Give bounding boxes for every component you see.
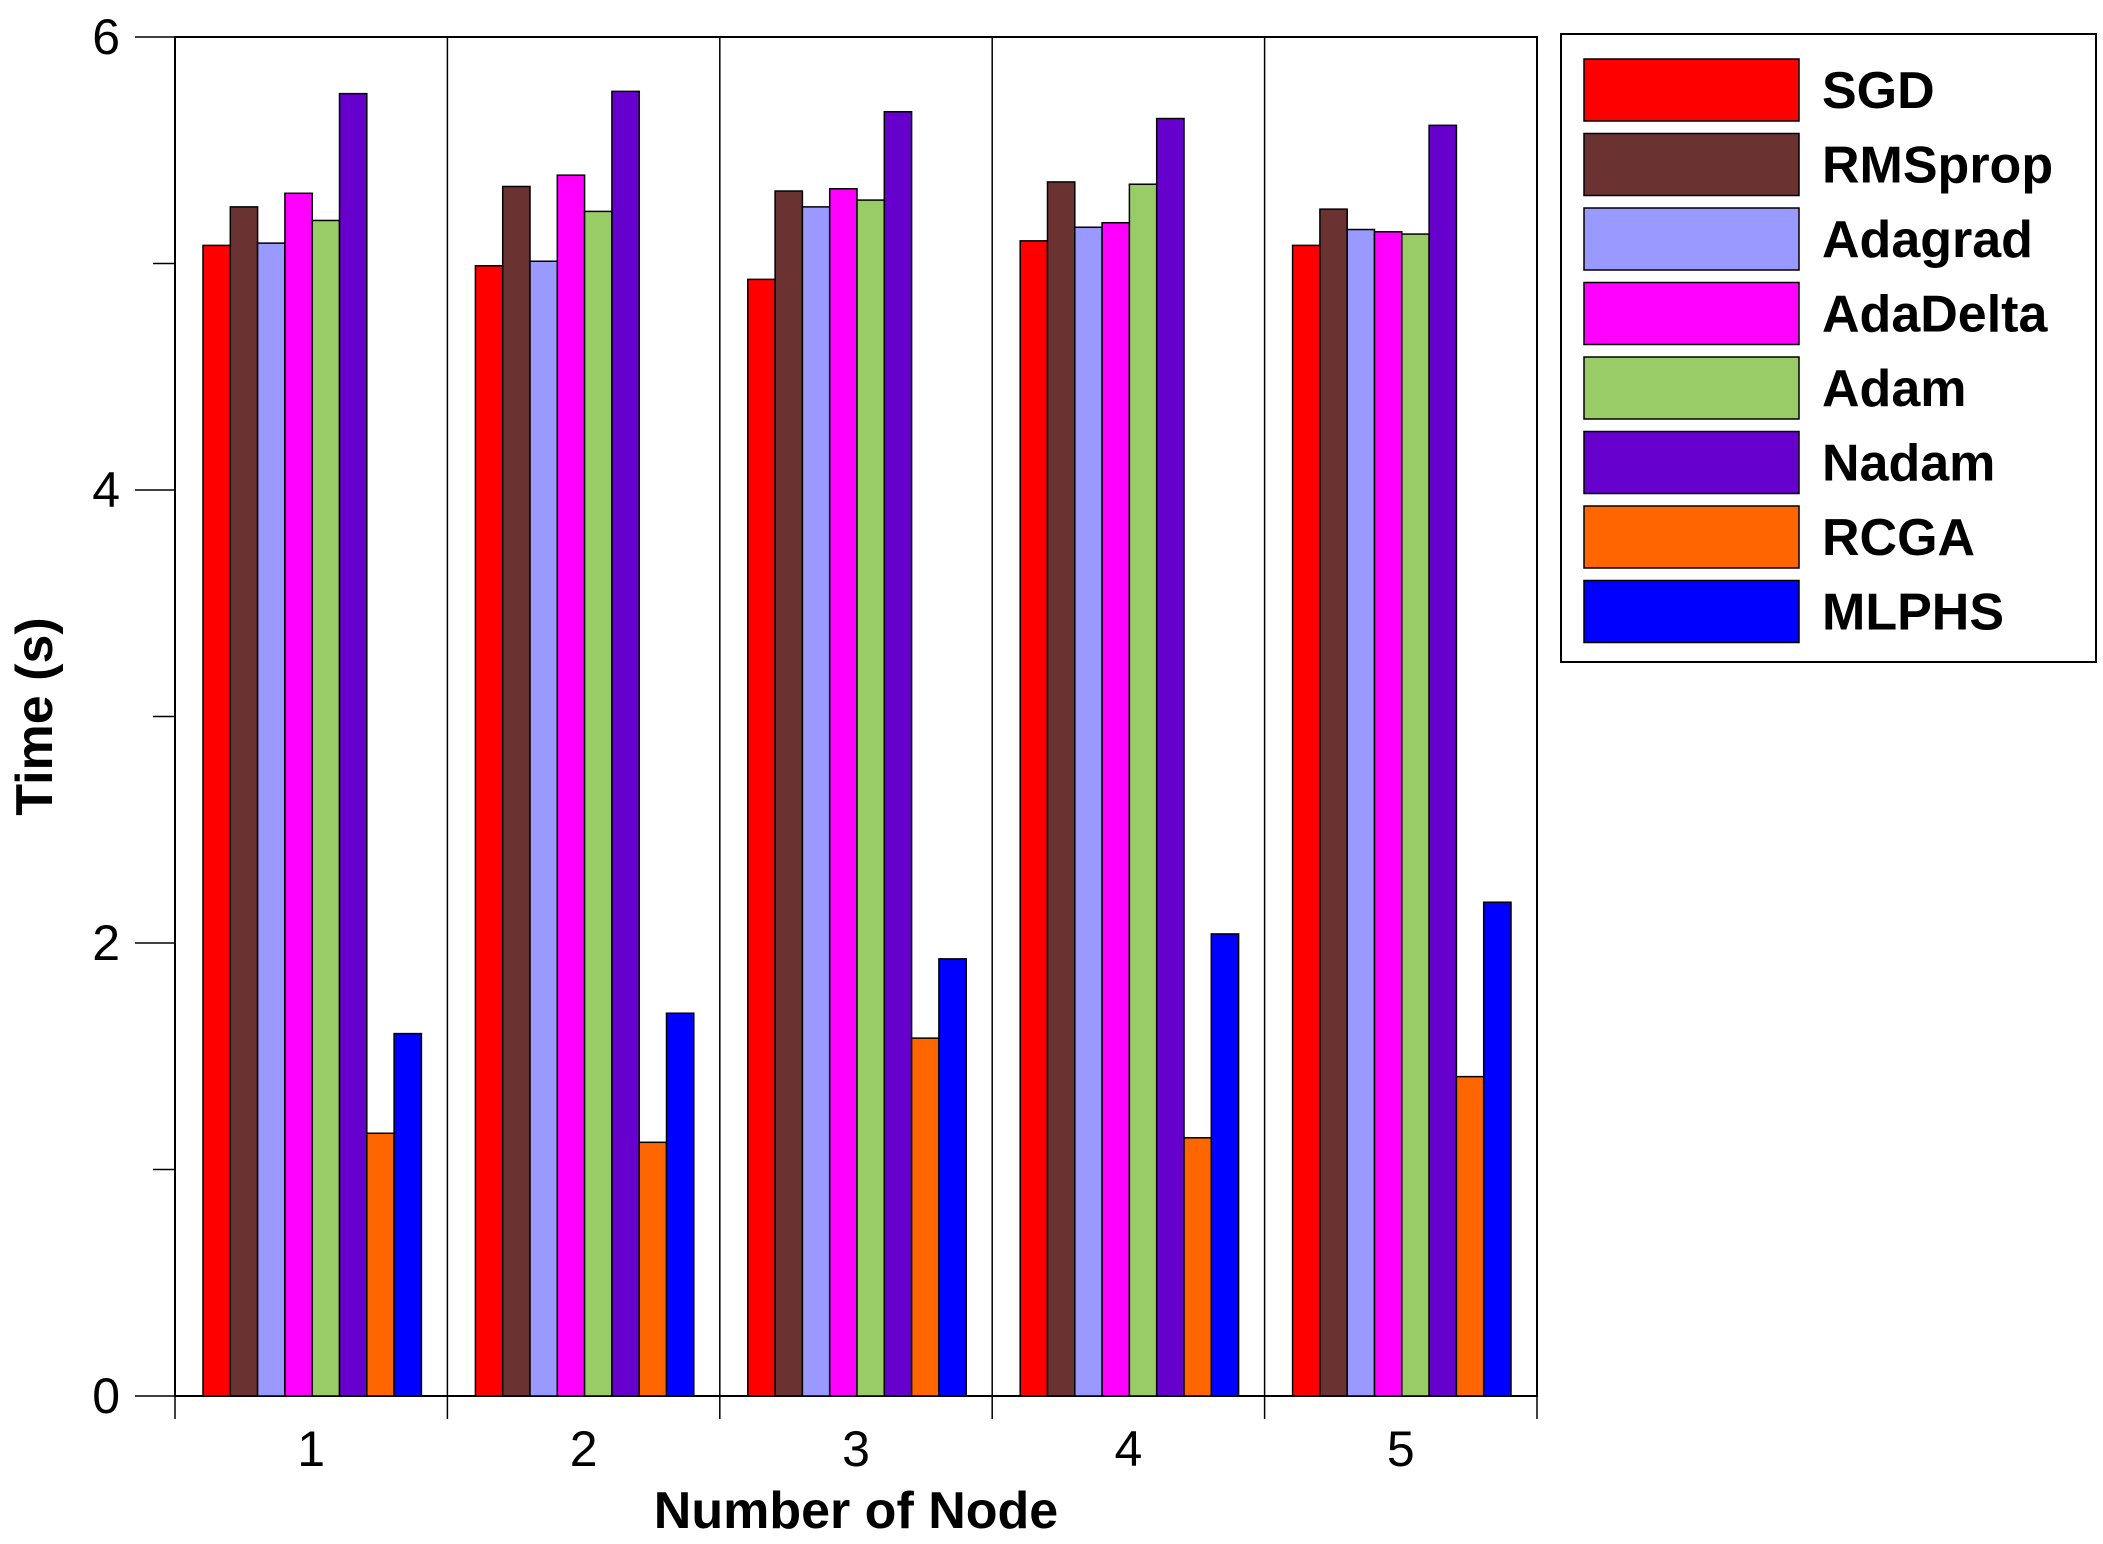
bars — [202, 90, 1512, 1397]
bar-rmsprop-1 — [229, 206, 259, 1397]
legend-label-rcga: RCGA — [1822, 509, 1975, 567]
bar-adam-1 — [311, 219, 341, 1397]
legend-label-rmsprop: RMSprop — [1822, 137, 2053, 195]
bar-rcga-1 — [366, 1132, 395, 1397]
legend-label-adagrad: Adagrad — [1822, 211, 2033, 269]
legend-swatch-nadam — [1583, 430, 1800, 495]
x-tick-label: 5 — [1387, 1421, 1415, 1477]
bar-adagrad-5 — [1346, 228, 1376, 1397]
bar-nadam-2 — [611, 90, 640, 1397]
legend-label-adadelta: AdaDelta — [1822, 286, 2048, 344]
bar-mlphs-5 — [1482, 901, 1512, 1397]
bar-adagrad-4 — [1074, 226, 1103, 1397]
bar-adadelta-3 — [828, 188, 858, 1397]
legend: SGD RMSprop Adagrad AdaDelta Adam Nadam RCGA ML… — [1560, 33, 2097, 663]
bar-adadelta-2 — [556, 174, 586, 1397]
legend-label-sgd: SGD — [1822, 62, 1935, 120]
x-tick-label: 1 — [297, 1421, 325, 1477]
legend-label-adam: Adam — [1822, 360, 1966, 418]
bar-mlphs-4 — [1210, 933, 1240, 1397]
bar-rmsprop-3 — [774, 190, 804, 1397]
y-axis-title: Time (s) — [6, 617, 64, 815]
y-tick-label: 6 — [92, 9, 120, 65]
bar-adadelta-5 — [1373, 231, 1403, 1397]
legend-label-mlphs: MLPHS — [1822, 584, 2004, 642]
bar-nadam-4 — [1155, 117, 1185, 1397]
legend-label-nadam: Nadam — [1822, 435, 1995, 493]
y-tick-label: 2 — [92, 915, 120, 971]
bar-nadam-1 — [338, 92, 368, 1397]
bar-sgd-3 — [747, 278, 776, 1397]
bar-adam-4 — [1128, 183, 1158, 1397]
x-tick-label: 2 — [570, 1421, 598, 1477]
bar-nadam-5 — [1428, 124, 1458, 1397]
x-tick-label: 4 — [1114, 1421, 1142, 1477]
bar-adagrad-3 — [801, 206, 831, 1397]
bar-rmsprop-5 — [1319, 208, 1348, 1397]
bar-mlphs-2 — [665, 1012, 695, 1397]
bar-rcga-2 — [638, 1141, 668, 1397]
y-tick-label: 4 — [92, 462, 120, 518]
bar-sgd-2 — [474, 265, 504, 1397]
bar-sgd-5 — [1291, 244, 1321, 1397]
legend-swatch-rcga — [1583, 505, 1800, 569]
bar-rcga-4 — [1183, 1137, 1213, 1397]
bar-rmsprop-2 — [501, 185, 531, 1397]
bar-adam-2 — [583, 210, 613, 1397]
legend-swatch-adagrad — [1583, 207, 1800, 271]
x-tick-label: 3 — [842, 1421, 870, 1477]
bar-adagrad-1 — [256, 242, 286, 1397]
bar-rcga-3 — [910, 1037, 940, 1397]
bar-sgd-4 — [1019, 240, 1049, 1397]
bar-adam-3 — [856, 199, 886, 1397]
y-tick-label: 0 — [92, 1368, 120, 1424]
axes: 0 2 4 6 1 2 3 4 5 — [92, 9, 1538, 1477]
bar-adam-5 — [1401, 233, 1430, 1397]
bar-mlphs-3 — [938, 958, 967, 1397]
bar-nadam-3 — [883, 110, 913, 1397]
bar-adagrad-2 — [529, 260, 559, 1397]
bar-rmsprop-4 — [1046, 181, 1076, 1397]
legend-swatch-mlphs — [1583, 579, 1800, 644]
bar-rcga-5 — [1455, 1075, 1485, 1397]
legend-swatch-adadelta — [1583, 281, 1800, 346]
bar-adadelta-4 — [1101, 221, 1131, 1397]
legend-swatch-rmsprop — [1583, 132, 1800, 197]
bar-mlphs-1 — [393, 1032, 423, 1397]
legend-swatch-adam — [1583, 356, 1800, 420]
x-axis-title: Number of Node — [654, 1482, 1058, 1540]
bar-adadelta-1 — [284, 192, 313, 1397]
bar-sgd-1 — [202, 244, 232, 1397]
legend-swatch-sgd — [1583, 58, 1800, 122]
